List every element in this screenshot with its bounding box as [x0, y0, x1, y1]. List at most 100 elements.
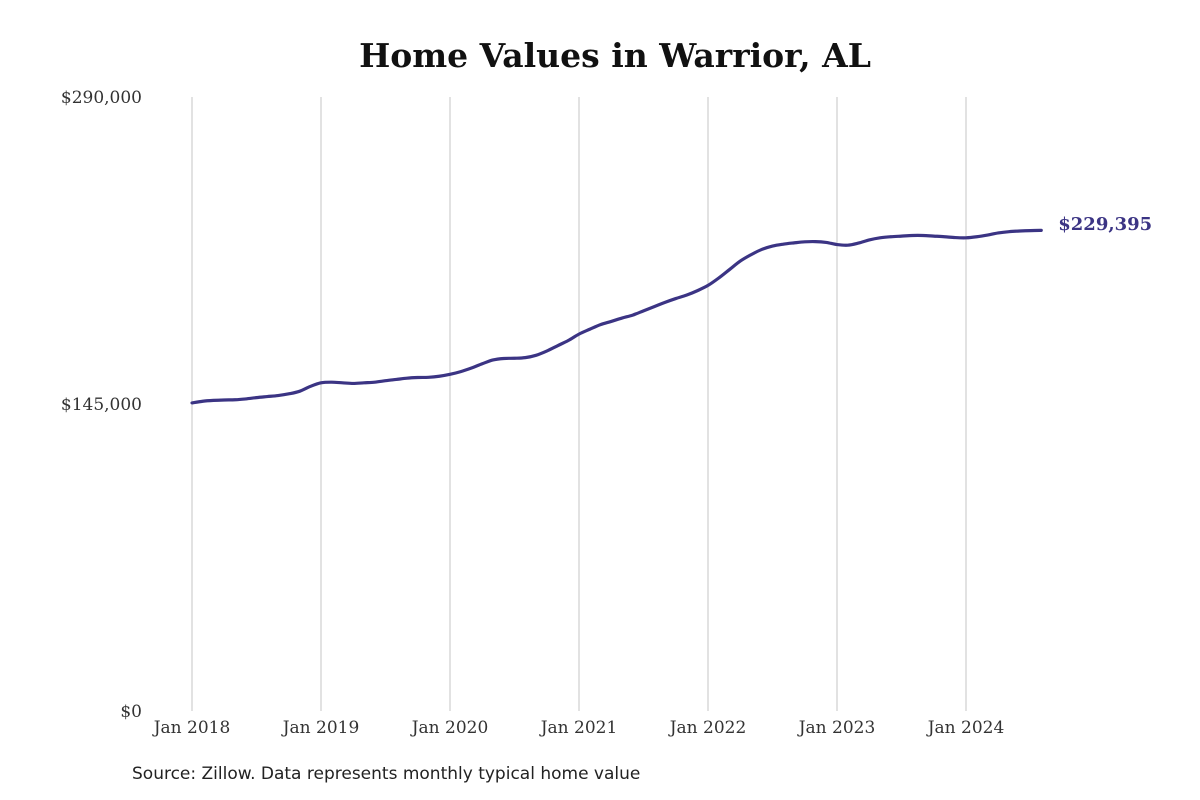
data-point	[438, 375, 441, 378]
data-point	[427, 376, 430, 379]
data-point	[728, 268, 731, 271]
data-point	[696, 289, 699, 292]
data-point	[803, 240, 806, 243]
data-point	[309, 385, 312, 388]
data-point	[276, 394, 279, 397]
data-point	[341, 381, 344, 384]
data-point	[868, 238, 871, 241]
data-point	[190, 401, 193, 404]
data-point	[997, 231, 1000, 234]
x-tick-label: Jan 2023	[797, 718, 876, 738]
data-point	[911, 234, 914, 237]
data-point	[319, 381, 322, 384]
data-point	[502, 357, 505, 360]
data-point	[395, 378, 398, 381]
data-point	[932, 235, 935, 238]
data-point	[416, 376, 419, 379]
data-point	[599, 323, 602, 326]
data-point	[653, 305, 656, 308]
x-tick-label: Jan 2019	[281, 718, 360, 738]
data-point	[986, 233, 989, 236]
data-point	[739, 259, 742, 262]
data-point	[212, 399, 215, 402]
vertical-gridlines	[191, 97, 967, 711]
data-point	[513, 357, 516, 360]
x-tick-label: Jan 2024	[926, 718, 1005, 738]
data-point	[975, 235, 978, 238]
data-point	[900, 235, 903, 238]
data-point	[749, 253, 752, 256]
data-point	[610, 320, 613, 323]
data-point	[857, 241, 860, 244]
data-point	[298, 390, 301, 393]
data-point	[782, 243, 785, 246]
y-axis-tick-labels: $0 $145,000 $290,000	[61, 88, 142, 722]
data-point	[470, 366, 473, 369]
data-point	[287, 392, 290, 395]
data-point	[244, 397, 247, 400]
data-point	[814, 240, 817, 243]
data-point	[373, 381, 376, 384]
data-point	[943, 235, 946, 238]
source-note: Source: Zillow. Data represents monthly …	[132, 764, 641, 784]
data-point	[663, 301, 666, 304]
data-point	[835, 243, 838, 246]
data-point	[771, 244, 774, 247]
x-tick-label: Jan 2022	[668, 718, 747, 738]
series-layer	[190, 228, 1043, 405]
data-point	[266, 395, 269, 398]
home-value-line	[190, 228, 1043, 405]
data-point	[588, 328, 591, 331]
data-point	[631, 313, 634, 316]
data-point	[889, 235, 892, 238]
data-point	[481, 362, 484, 365]
data-point	[567, 339, 570, 342]
data-point	[878, 236, 881, 239]
data-point	[534, 354, 537, 357]
x-tick-label: Jan 2020	[410, 718, 489, 738]
data-point	[201, 400, 204, 403]
data-point	[362, 381, 365, 384]
data-point	[556, 344, 559, 347]
data-point	[491, 358, 494, 361]
data-point	[685, 294, 688, 297]
end-label-layer: $229,395	[1058, 214, 1152, 235]
data-point	[1007, 230, 1010, 233]
data-point	[674, 297, 677, 300]
latest-value-label: $229,395	[1058, 214, 1152, 235]
chart-title: Home Values in Warrior, AL	[359, 36, 871, 75]
y-tick-label: $0	[120, 702, 142, 722]
data-point	[545, 349, 548, 352]
data-point	[706, 284, 709, 287]
data-point	[717, 276, 720, 279]
data-point	[384, 379, 387, 382]
data-point	[448, 373, 451, 376]
x-tick-label: Jan 2018	[152, 718, 231, 738]
data-point	[642, 309, 645, 312]
y-tick-label: $145,000	[61, 395, 142, 415]
x-axis-tick-labels: Jan 2018 Jan 2019 Jan 2020 Jan 2021 Jan 2022…	[152, 718, 1005, 738]
data-point	[405, 377, 408, 380]
y-tick-label: $290,000	[61, 88, 142, 108]
data-point	[459, 370, 462, 373]
data-point	[352, 382, 355, 385]
data-point	[792, 241, 795, 244]
data-point	[825, 241, 828, 244]
data-point	[330, 381, 333, 384]
data-point	[1029, 229, 1032, 232]
data-point	[760, 248, 763, 251]
data-point	[921, 234, 924, 237]
data-point	[964, 236, 967, 239]
x-tick-label: Jan 2021	[539, 718, 618, 738]
data-point	[1018, 229, 1021, 232]
data-point	[577, 333, 580, 336]
data-point	[223, 398, 226, 401]
data-point	[1040, 229, 1043, 232]
data-point	[233, 398, 236, 401]
data-point	[255, 396, 258, 399]
data-point	[524, 356, 527, 359]
data-point	[954, 236, 957, 239]
data-point	[620, 316, 623, 319]
data-point	[846, 244, 849, 247]
